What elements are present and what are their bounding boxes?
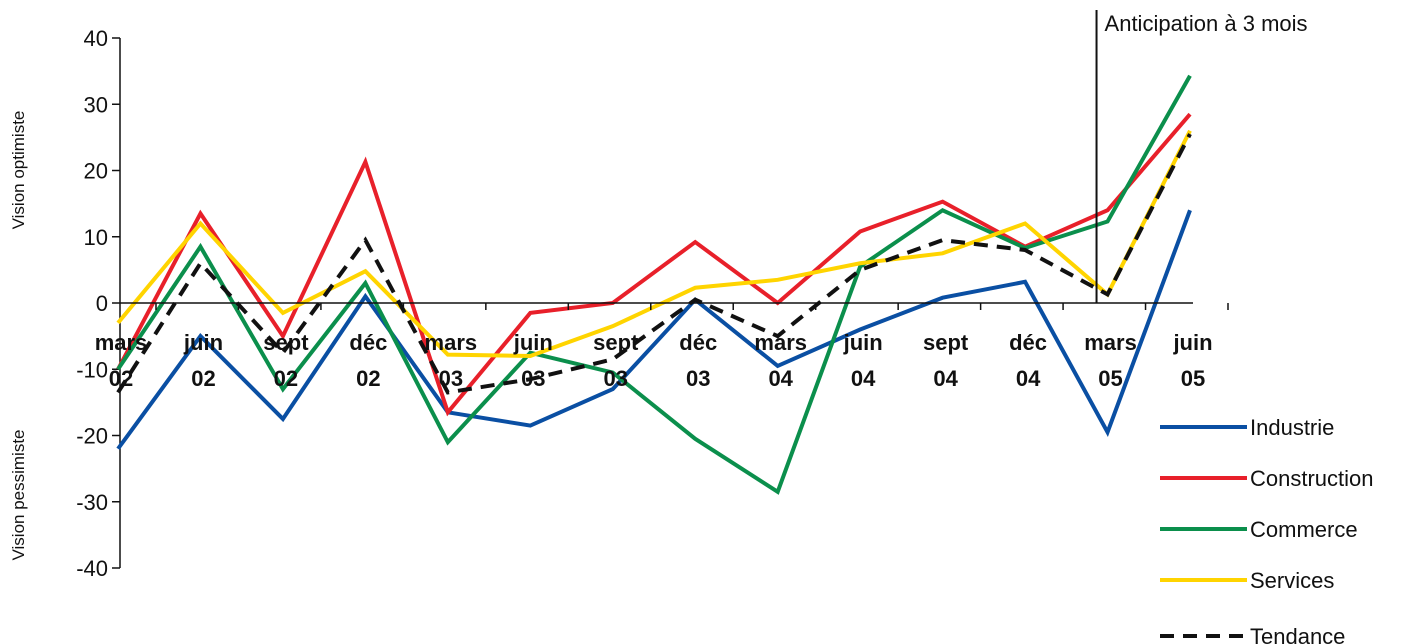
y-tick-label: 10: [84, 225, 108, 250]
legend-label-industrie: Industrie: [1250, 415, 1334, 440]
y-tick-label: -30: [76, 490, 108, 515]
x-tick-label-month: mars: [95, 330, 148, 355]
x-tick-label-year: 04: [1016, 366, 1041, 391]
x-tick-label-month: juin: [843, 330, 883, 355]
x-tick-label-year: 04: [768, 366, 793, 391]
y-tick-label: 40: [84, 26, 108, 51]
x-tick-label-year: 02: [191, 366, 215, 391]
x-tick-label-month: juin: [183, 330, 223, 355]
series-line-industrie: [116, 209, 1192, 450]
legend-label-commerce: Commerce: [1250, 517, 1358, 542]
legend-label-services: Services: [1250, 568, 1334, 593]
x-tick-label-year: 03: [439, 366, 463, 391]
x-tick-label-month: mars: [425, 330, 478, 355]
y-tick-label: 30: [84, 92, 108, 117]
x-tick-label-year: 02: [109, 366, 133, 391]
y-axis: 40 30 20 10 0 -10 -20 -30 -40: [76, 26, 121, 581]
x-tick-label-month: déc: [1009, 330, 1047, 355]
y-tick-label: 20: [84, 159, 108, 184]
legend-label-construction: Construction: [1250, 466, 1374, 491]
x-tick-label-year: 02: [274, 366, 298, 391]
x-tick-label-month: sept: [593, 330, 639, 355]
series-line-commerce: [116, 74, 1192, 495]
x-tick-label-year: 03: [686, 366, 710, 391]
y-tick-label: -10: [76, 357, 108, 382]
anticipation-label: Anticipation à 3 mois: [1105, 11, 1308, 36]
x-tick-label-month: sept: [263, 330, 309, 355]
ylabel-optimistic: Vision optimiste: [9, 111, 28, 230]
annotation: Anticipation à 3 mois: [1095, 10, 1308, 303]
legend: Industrie Construction Commerce Services Ten…: [1160, 415, 1374, 644]
x-tick-label-month: mars: [754, 330, 807, 355]
series-line-tendance: [116, 133, 1192, 395]
x-tick-label-year: 03: [521, 366, 545, 391]
x-tick-label-year: 04: [851, 366, 876, 391]
y-tick-label: -20: [76, 424, 108, 449]
series-line-services: [116, 129, 1192, 359]
x-tick-label-year: 05: [1181, 366, 1205, 391]
x-tick-label-month: mars: [1084, 330, 1137, 355]
x-axis: mars 02 juin 02 sept 02 déc 02 mars 03 juin 03 sept 0…: [95, 302, 1229, 391]
y-tick-label: 0: [96, 291, 108, 316]
x-tick-label-month: sept: [923, 330, 969, 355]
x-tick-label-month: déc: [349, 330, 387, 355]
x-tick-label-year: 04: [933, 366, 958, 391]
series-lines: [116, 74, 1192, 495]
y-tick-label: -40: [76, 556, 108, 581]
x-tick-label-month: juin: [513, 330, 553, 355]
x-tick-label-year: 05: [1098, 366, 1122, 391]
ylabel-pessimistic: Vision pessimiste: [9, 429, 28, 560]
x-tick-label-month: déc: [679, 330, 717, 355]
x-tick-label-month: juin: [1172, 330, 1212, 355]
x-tick-label-year: 02: [356, 366, 380, 391]
legend-label-tendance: Tendance: [1250, 624, 1345, 644]
x-tick-label-year: 03: [604, 366, 628, 391]
